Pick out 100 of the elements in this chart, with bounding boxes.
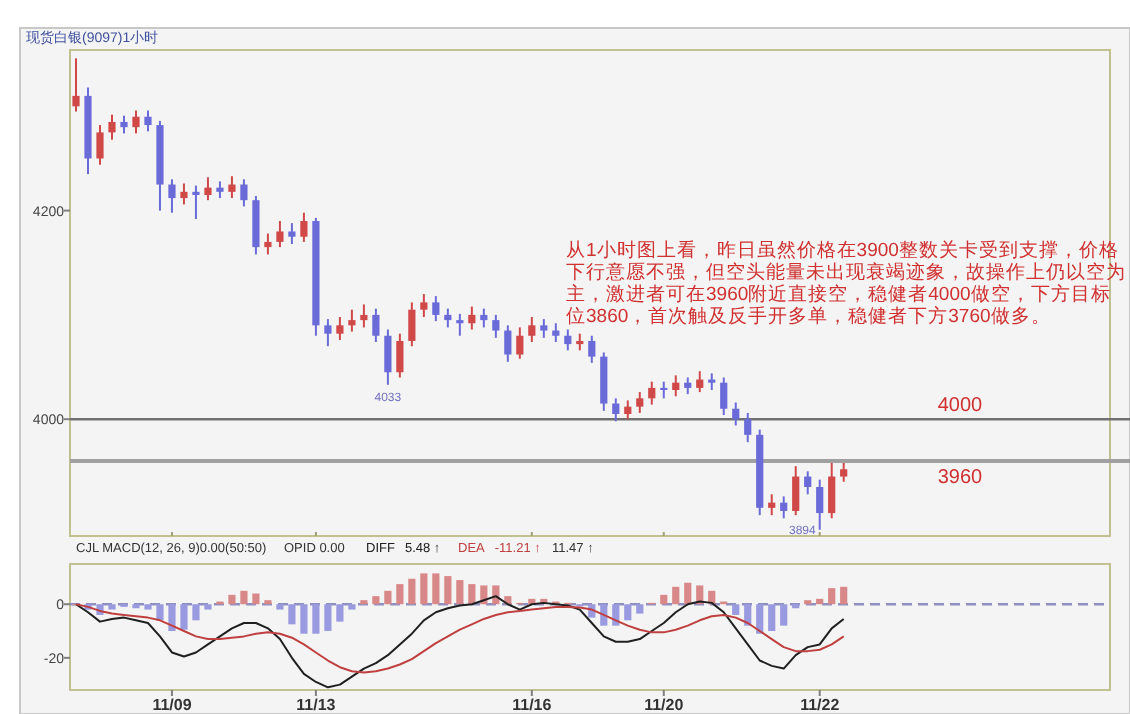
annotation: 从1小时图上看，昨日虽然价格在3900整数关卡受到支撑，价格下行意愿不强，但空头能量未出现衰竭迹象，故操作上仍以空为主，激进者可在3960附近直接空，稳健者4000做空，下方目标位3860，首次触及反手开多单，稳健者下方3760做多。	[566, 240, 1126, 328]
candlestick	[180, 182, 188, 206]
candlestick	[240, 178, 248, 208]
bar	[300, 604, 308, 634]
bar	[396, 584, 404, 605]
candlestick	[288, 222, 296, 245]
bar	[324, 604, 332, 632]
bar	[420, 573, 428, 605]
bar	[348, 604, 356, 610]
candlestick	[396, 332, 404, 379]
x-tick-label: 11/16	[512, 696, 553, 714]
bar	[288, 604, 296, 625]
bar	[768, 604, 776, 632]
candlestick	[204, 176, 212, 202]
candlestick	[192, 184, 200, 220]
candlestick	[720, 376, 728, 417]
bar	[600, 604, 608, 626]
candlestick	[252, 195, 260, 256]
candlestick	[840, 462, 848, 483]
candlestick	[696, 370, 704, 394]
bar	[144, 604, 152, 610]
candlestick	[360, 303, 368, 329]
candlestick	[816, 478, 824, 531]
bar	[780, 604, 788, 626]
candlestick	[492, 313, 500, 339]
line-series	[75, 595, 845, 689]
candlestick	[780, 495, 788, 520]
bar	[204, 604, 212, 610]
candlestick	[624, 399, 632, 421]
candlestick	[108, 113, 116, 141]
bar	[432, 573, 440, 605]
bar	[240, 590, 248, 605]
bar	[192, 604, 200, 621]
candlestick	[552, 322, 560, 344]
candlestick	[480, 307, 488, 329]
bar	[756, 604, 764, 634]
candlestick	[300, 211, 308, 243]
bar	[624, 604, 632, 621]
ref-line-label: 4000	[937, 395, 984, 418]
candlestick	[384, 328, 392, 386]
candlestick	[420, 293, 428, 318]
x-tick-label: 11/20	[644, 696, 685, 714]
bar	[816, 598, 824, 605]
candlestick	[228, 175, 236, 200]
candlestick	[264, 232, 272, 256]
bar	[660, 594, 668, 605]
candlestick	[132, 109, 140, 135]
bar	[684, 582, 692, 605]
bar	[336, 604, 344, 622]
x-tick-label: 11/22	[800, 696, 841, 714]
candlestick	[828, 462, 836, 520]
candlestick	[648, 380, 656, 406]
candlestick	[612, 397, 620, 423]
ref-line-label: 3960	[937, 466, 984, 489]
bar	[468, 584, 476, 605]
candlestick	[276, 220, 284, 249]
candlestick	[468, 305, 476, 331]
bar	[828, 588, 836, 605]
candlestick	[600, 351, 608, 412]
bar	[636, 604, 644, 614]
x-tick-label: 11/09	[152, 696, 193, 714]
candlestick	[636, 391, 644, 414]
candlestick	[504, 324, 512, 363]
candlestick	[672, 374, 680, 398]
bar	[156, 604, 164, 621]
x-tick-label: 11/13	[296, 696, 337, 714]
candlestick	[792, 465, 800, 517]
bar	[372, 596, 380, 605]
candlestick	[408, 301, 416, 348]
bar	[180, 604, 188, 630]
candlestick	[732, 401, 740, 427]
bar	[384, 590, 392, 605]
candlestick	[528, 315, 536, 344]
candlestick	[456, 312, 464, 337]
candlestick	[540, 318, 548, 339]
candlestick	[324, 318, 332, 348]
line-series	[75, 603, 845, 674]
bar	[672, 586, 680, 605]
bar	[108, 604, 116, 610]
candlestick	[744, 411, 752, 444]
bar	[228, 594, 236, 605]
bar	[276, 604, 284, 610]
candlestick	[588, 334, 596, 364]
candlestick	[348, 308, 356, 333]
candlestick	[444, 307, 452, 329]
candlestick	[516, 326, 524, 360]
bar	[732, 604, 740, 615]
candlestick	[144, 109, 152, 133]
candlestick	[72, 57, 80, 113]
bar	[456, 580, 464, 605]
bar	[444, 576, 452, 605]
candlestick	[768, 493, 776, 517]
candlestick	[804, 470, 812, 496]
bar	[312, 604, 320, 634]
bar	[168, 604, 176, 632]
candlestick	[564, 328, 572, 352]
bar	[840, 586, 848, 605]
candlestick	[168, 178, 176, 214]
candlestick	[96, 124, 104, 166]
candlestick	[372, 307, 380, 344]
